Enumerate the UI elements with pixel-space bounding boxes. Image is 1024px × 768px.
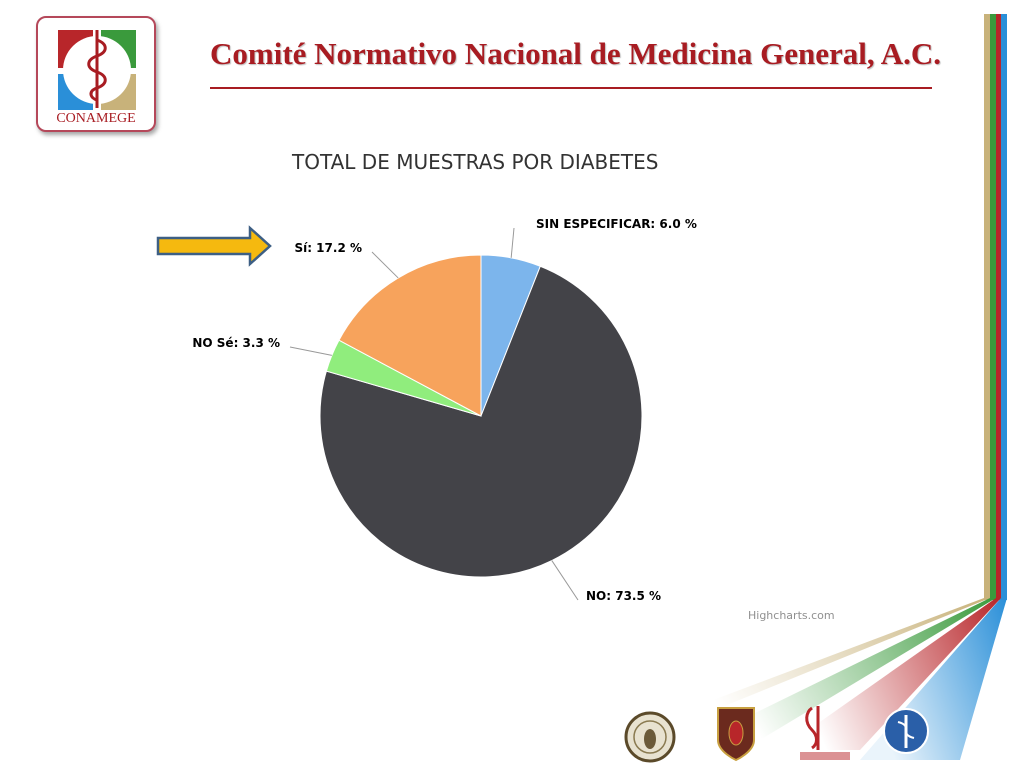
logo-text: CONAMEGE: [56, 111, 136, 126]
label-connector: [551, 560, 579, 601]
label-connector: [510, 227, 515, 258]
highcharts-credit[interactable]: Highcharts.com: [748, 609, 835, 622]
highlight-arrow-icon: [156, 225, 272, 267]
pie-data-label: Sí: 17.2 %: [294, 241, 362, 255]
pie-data-label: NO Sé: 3.3 %: [192, 336, 280, 350]
label-connector: [289, 346, 332, 356]
pie-slice-s-[interactable]: [338, 254, 482, 417]
pie-slice-no[interactable]: [319, 265, 643, 578]
label-connector: [371, 251, 399, 279]
title-divider: [210, 87, 932, 89]
pie-data-label: NO: 73.5 %: [586, 589, 661, 603]
caduceus-logo-icon: [58, 30, 136, 110]
pie-data-label: SIN ESPECIFICAR: 6.0 %: [536, 217, 697, 231]
chart-title: TOTAL DE MUESTRAS POR DIABETES: [292, 150, 659, 174]
conamege-logo: CONAMEGE: [36, 16, 156, 132]
page-title: Comité Normativo Nacional de Medicina Ge…: [210, 36, 941, 71]
